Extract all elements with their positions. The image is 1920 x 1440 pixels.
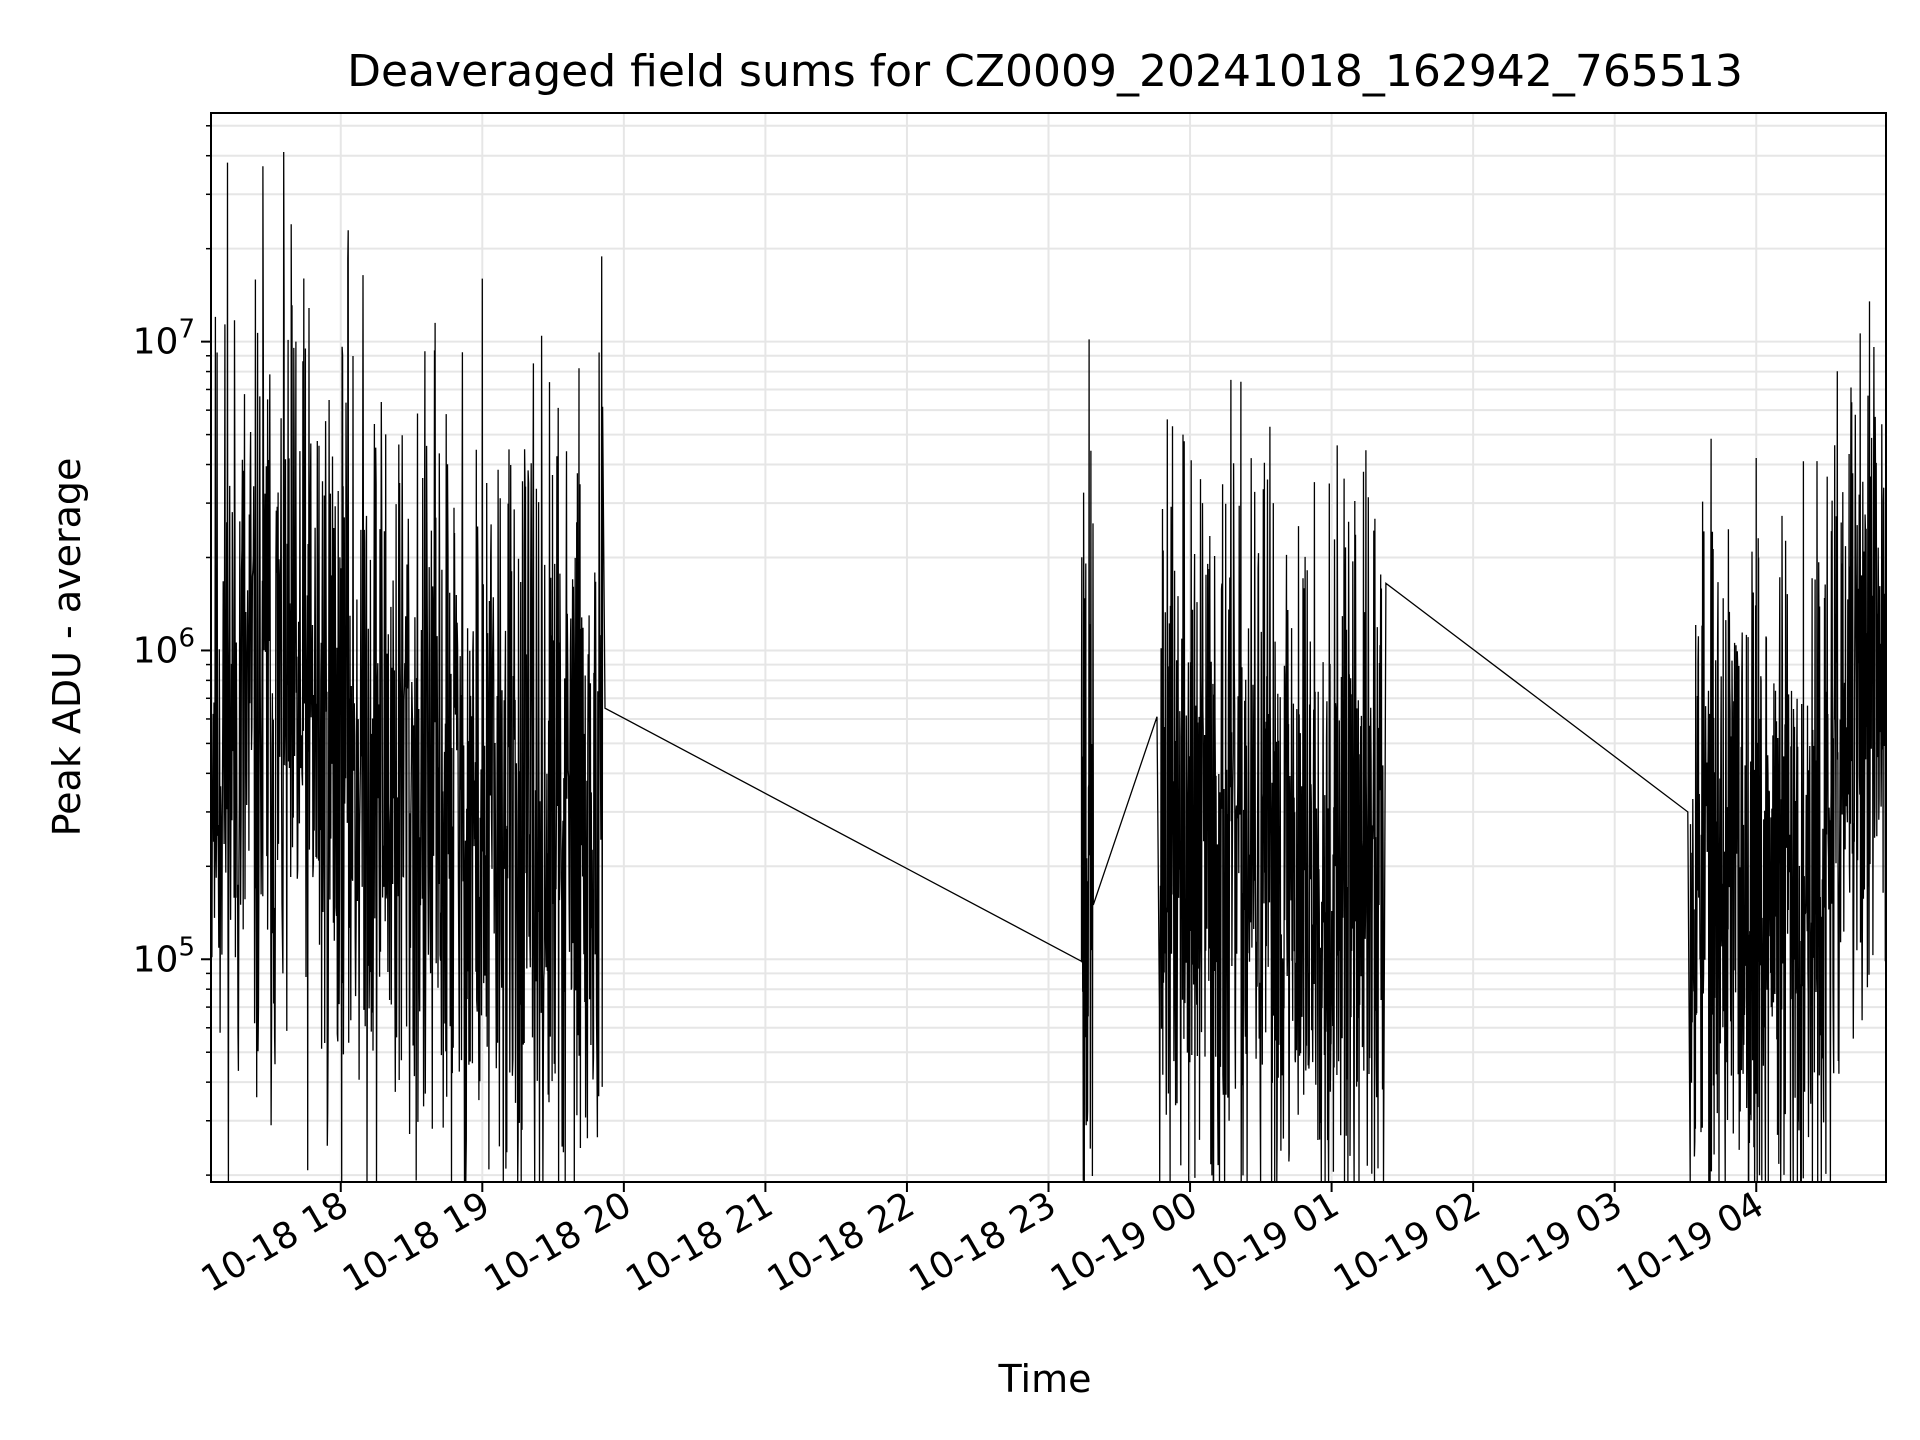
chart-title: Deaveraged field sums for CZ0009_2024101… bbox=[347, 46, 1743, 97]
y-tick-label: 107 bbox=[133, 315, 195, 363]
y-tick-label: 106 bbox=[133, 623, 195, 671]
y-axis: 105 106 107 bbox=[133, 125, 211, 1176]
y-tick-label: 105 bbox=[133, 932, 195, 980]
series-line bbox=[210, 151, 1887, 1183]
grid-lines bbox=[211, 113, 1886, 1182]
data-series bbox=[210, 151, 1887, 1183]
y-axis-label: Peak ADU - average bbox=[45, 458, 89, 837]
x-axis-label: Time bbox=[998, 1357, 1092, 1401]
